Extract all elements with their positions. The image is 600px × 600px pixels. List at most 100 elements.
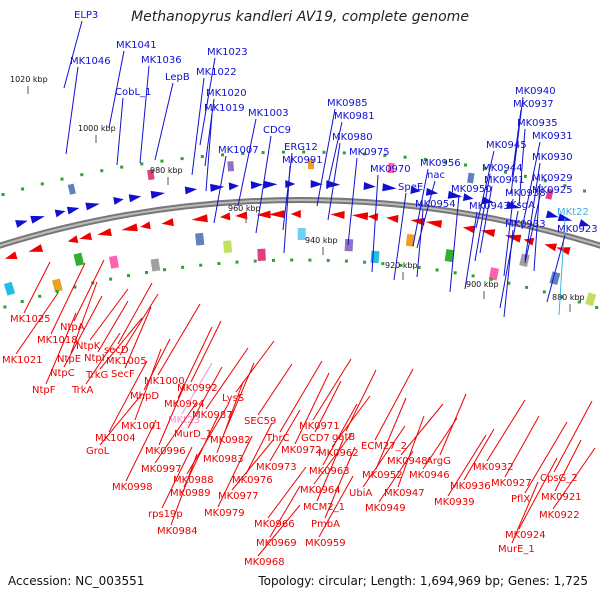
- reverse-gene-label[interactable]: MK0973: [256, 462, 297, 473]
- reverse-gene-label[interactable]: TrkG: [85, 370, 108, 381]
- forward-gene-label[interactable]: MK1020: [206, 88, 247, 99]
- reverse-gene-label[interactable]: NtpC: [50, 368, 75, 379]
- reverse-gene-label[interactable]: MK0989: [170, 488, 211, 499]
- reverse-gene-label[interactable]: NtpE: [57, 354, 81, 365]
- reverse-gene-label[interactable]: MK1001: [121, 421, 162, 432]
- forward-gene-label[interactable]: nac: [427, 170, 445, 181]
- reverse-gene-label[interactable]: NtpI: [84, 353, 105, 364]
- reverse-gene-label[interactable]: SEC59: [244, 416, 276, 427]
- reverse-gene-label[interactable]: MK0932: [473, 462, 514, 473]
- reverse-gene-label[interactable]: MK0977: [218, 491, 259, 502]
- reverse-gene-label[interactable]: MK1000: [144, 376, 185, 387]
- reverse-gene-label[interactable]: MK0936: [450, 481, 491, 492]
- reverse-gene-label[interactable]: MK0976: [232, 475, 273, 486]
- forward-gene-label[interactable]: MKt22: [557, 207, 589, 218]
- reverse-gene-label[interactable]: MK0979: [204, 508, 245, 519]
- forward-gene-label[interactable]: MK1007: [218, 145, 259, 156]
- forward-gene-label[interactable]: MK0944: [482, 163, 523, 174]
- forward-gene-label[interactable]: SpeE: [398, 182, 423, 193]
- forward-gene-label[interactable]: MK0970: [370, 164, 411, 175]
- forward-gene-label[interactable]: ERG12: [284, 142, 318, 153]
- forward-gene-label[interactable]: MK0991: [282, 155, 323, 166]
- forward-gene-label[interactable]: MK0981: [334, 111, 375, 122]
- reverse-gene-label[interactable]: MK0949: [365, 503, 406, 514]
- reverse-gene-label[interactable]: MK0964: [300, 485, 341, 496]
- forward-gene-label[interactable]: MK0929: [532, 173, 573, 184]
- reverse-gene-label[interactable]: MK0946: [409, 470, 450, 481]
- forward-gene-label[interactable]: MK0930: [532, 152, 573, 163]
- forward-gene-label[interactable]: MK1019: [204, 103, 245, 114]
- reverse-gene-label[interactable]: MK0924: [505, 530, 546, 541]
- reverse-gene-label[interactable]: MK0922: [539, 510, 580, 521]
- reverse-gene-label[interactable]: ThrC: [265, 433, 290, 444]
- reverse-gene-label[interactable]: ECM27_2: [361, 441, 407, 452]
- forward-gene-label[interactable]: MK0933: [505, 219, 546, 230]
- forward-gene-label[interactable]: MK0931: [532, 131, 573, 142]
- reverse-gene-label[interactable]: PflX: [511, 494, 530, 505]
- reverse-gene-label[interactable]: MK1025: [10, 314, 51, 325]
- forward-gene-label[interactable]: MK0938: [505, 188, 546, 199]
- reverse-gene-label[interactable]: MhpD: [130, 391, 159, 402]
- reverse-gene-label[interactable]: SecF: [111, 369, 135, 380]
- reverse-gene-label[interactable]: MK0959: [305, 538, 346, 549]
- reverse-gene-label[interactable]: MK0969: [256, 538, 297, 549]
- forward-gene-label[interactable]: MK1003: [248, 108, 289, 119]
- reverse-gene-label[interactable]: MurE_1: [498, 544, 535, 555]
- reverse-gene-label[interactable]: MK0982: [210, 435, 251, 446]
- forward-gene-label[interactable]: ELP3: [74, 10, 98, 21]
- reverse-gene-label[interactable]: NtpA: [60, 322, 85, 333]
- forward-gene-label[interactable]: MK0954: [415, 199, 456, 210]
- reverse-gene-label[interactable]: MK0962: [318, 448, 359, 459]
- reverse-gene-label[interactable]: MK1021: [2, 355, 43, 366]
- forward-gene-label[interactable]: MK1023: [207, 47, 248, 58]
- forward-gene-label[interactable]: MK0975: [349, 147, 390, 158]
- forward-gene-label[interactable]: MK0937: [513, 99, 554, 110]
- forward-gene-label[interactable]: MK0925: [532, 185, 573, 196]
- forward-gene-label[interactable]: MK0943: [469, 201, 510, 212]
- reverse-gene-label[interactable]: LysS: [222, 393, 244, 404]
- reverse-gene-label[interactable]: NtpK: [76, 341, 101, 352]
- reverse-gene-label[interactable]: MurD_1: [174, 429, 212, 440]
- forward-gene-label[interactable]: MK0985: [327, 98, 368, 109]
- forward-gene-label[interactable]: CDC9: [263, 125, 291, 136]
- reverse-gene-label[interactable]: MK0998: [112, 482, 153, 493]
- reverse-gene-label[interactable]: gatB: [332, 432, 355, 443]
- forward-gene-label[interactable]: MK0935: [517, 118, 558, 129]
- forward-gene-label[interactable]: MK0980: [332, 132, 373, 143]
- forward-gene-label[interactable]: MK0956: [420, 158, 461, 169]
- forward-gene-label[interactable]: MK1036: [141, 55, 182, 66]
- forward-gene-label[interactable]: MK0940: [515, 86, 556, 97]
- forward-gene-label[interactable]: MK1046: [70, 56, 111, 67]
- reverse-gene-label[interactable]: MK0996: [145, 446, 186, 457]
- reverse-gene-label[interactable]: MK0983: [203, 454, 244, 465]
- reverse-gene-label[interactable]: CpsG_2: [540, 473, 578, 484]
- reverse-gene-label[interactable]: MK0927: [491, 478, 532, 489]
- reverse-gene-label[interactable]: MK0988: [173, 475, 214, 486]
- forward-gene-label[interactable]: MK0950: [451, 184, 492, 195]
- forward-gene-label[interactable]: LepB: [165, 72, 190, 83]
- reverse-gene-label[interactable]: MK1004: [95, 433, 136, 444]
- reverse-gene-label[interactable]: MK0947: [384, 488, 425, 499]
- reverse-gene-label[interactable]: GCD7: [301, 433, 330, 444]
- reverse-gene-label[interactable]: MK1005: [106, 356, 147, 367]
- reverse-gene-label[interactable]: TrkA: [71, 385, 94, 396]
- reverse-gene-label[interactable]: MK1018: [37, 335, 78, 346]
- reverse-gene-label[interactable]: GroL: [86, 446, 110, 457]
- reverse-gene-label[interactable]: MK0994: [164, 399, 205, 410]
- reverse-gene-label[interactable]: secD: [104, 345, 129, 356]
- reverse-gene-label[interactable]: MCM2_1: [303, 502, 345, 513]
- reverse-gene-label[interactable]: MK0952: [362, 470, 403, 481]
- reverse-gene-label[interactable]: MK0939: [434, 497, 475, 508]
- reverse-gene-label[interactable]: MK0987: [192, 410, 233, 421]
- forward-gene-label[interactable]: CobL_1: [115, 87, 151, 98]
- reverse-gene-label[interactable]: rps19p: [148, 509, 183, 520]
- forward-gene-label[interactable]: MK1022: [196, 67, 237, 78]
- reverse-gene-label[interactable]: MK0968: [244, 557, 285, 568]
- reverse-gene-label[interactable]: MK0971: [299, 421, 340, 432]
- forward-gene-label[interactable]: MK1041: [116, 40, 157, 51]
- reverse-gene-label[interactable]: MK0966: [254, 519, 295, 530]
- reverse-gene-label[interactable]: MK0972: [281, 445, 322, 456]
- reverse-gene-label[interactable]: ArgG: [426, 456, 451, 467]
- reverse-gene-label[interactable]: UbiA: [349, 488, 372, 499]
- reverse-gene-label[interactable]: NtpF: [32, 385, 56, 396]
